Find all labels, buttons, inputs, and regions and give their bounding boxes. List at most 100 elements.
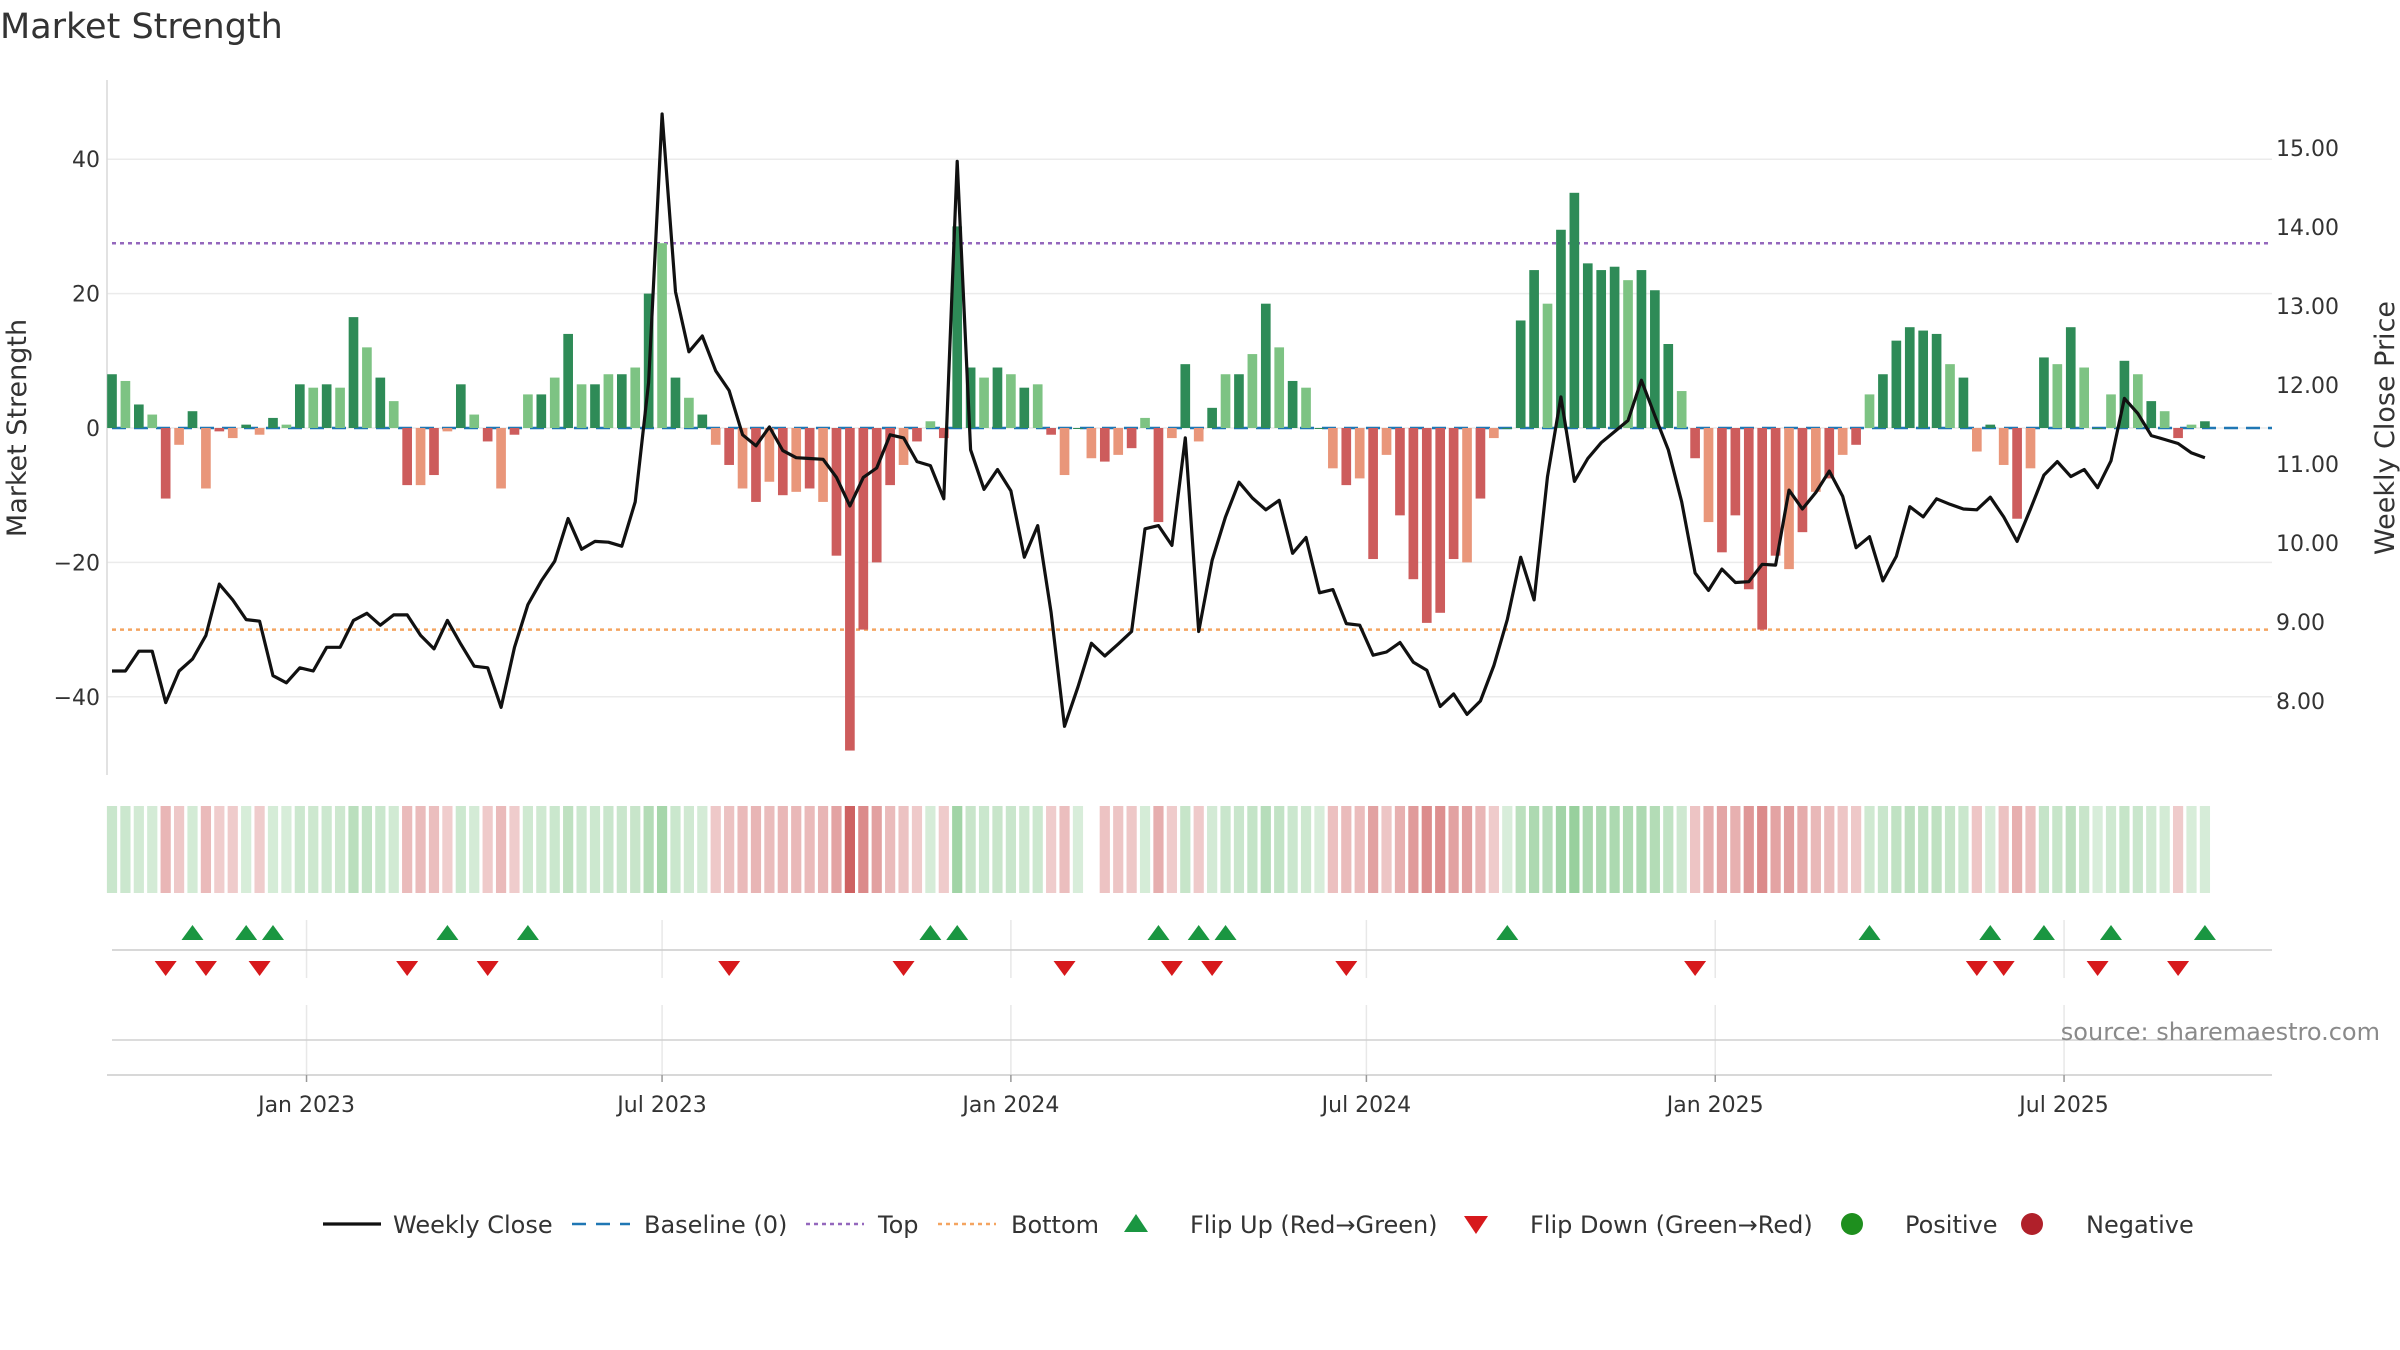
strength-bar [1945, 364, 1955, 428]
legend-label-flip-down: Flip Down (Green→Red) [1530, 1211, 1813, 1239]
y-tick-label: 40 [72, 148, 100, 173]
heat-cell [1636, 806, 1647, 893]
heat-cell [1663, 806, 1674, 893]
heat-cell [1139, 806, 1151, 893]
strength-bar [1502, 428, 1513, 429]
strength-bar [697, 414, 708, 428]
heat-cell [2025, 806, 2036, 893]
strength-bar [415, 428, 426, 486]
heat-cell [361, 806, 373, 893]
heat-cell [1153, 806, 1164, 893]
heat-cell [1448, 806, 1459, 893]
strength-bar [1918, 330, 1929, 428]
strength-bar [523, 394, 533, 428]
strength-bar [160, 428, 171, 499]
strength-bar [2133, 374, 2143, 428]
heat-cell [2065, 806, 2076, 893]
heat-cell [482, 806, 493, 893]
strength-bar [1328, 428, 1338, 469]
strength-bar [1006, 374, 1016, 428]
legend-flip-down-swatch [1464, 1216, 1488, 1234]
heat-cell [1327, 806, 1338, 893]
heat-cell [1341, 806, 1352, 893]
heat-cell [1488, 806, 1499, 893]
strength-bar [1381, 428, 1392, 455]
strength-bar [2186, 424, 2197, 428]
heat-cell [1019, 806, 1030, 893]
strength-bar [590, 384, 600, 428]
flip-down-marker [248, 961, 271, 976]
flip-up-marker [1214, 925, 1237, 940]
strength-bar [241, 424, 251, 428]
heat-cell [576, 806, 587, 893]
strength-bar [979, 377, 989, 428]
heat-cell [509, 806, 520, 893]
strength-bar [1073, 428, 1083, 429]
strength-bar [2159, 411, 2170, 428]
strength-bar [429, 428, 439, 476]
x-tick-label: Jan 2023 [256, 1093, 355, 1118]
flip-up-marker [235, 925, 258, 940]
strength-bar [684, 397, 694, 428]
y2-tick-label: 9.00 [2276, 611, 2325, 636]
heat-cell [1247, 806, 1258, 893]
strength-bar [174, 428, 184, 445]
strength-bar [1247, 354, 1258, 428]
strength-bar [1287, 380, 1298, 428]
strength-bar [388, 401, 399, 428]
strength-bar [455, 384, 466, 428]
strength-bar [1972, 428, 1982, 452]
heat-cell [777, 806, 788, 893]
heat-cell [1757, 806, 1768, 893]
strength-bar [1690, 428, 1700, 459]
strength-bar [1341, 428, 1352, 486]
heat-cell [1005, 806, 1016, 893]
strength-bar [442, 428, 453, 432]
strength-bar [1475, 428, 1486, 499]
strength-bar [912, 428, 922, 442]
flip-up-marker [436, 925, 459, 940]
heat-cell [992, 806, 1003, 893]
heat-cell [495, 806, 507, 893]
strength-bar [1086, 428, 1097, 459]
strength-bar [1837, 428, 1848, 455]
strength-bar [348, 317, 359, 428]
strength-bar [1609, 266, 1620, 428]
strength-bar [1153, 428, 1164, 523]
strength-bar [616, 374, 627, 428]
strength-bar [1113, 428, 1124, 455]
flip-up-marker [1979, 925, 2002, 940]
heat-cell [1730, 806, 1741, 893]
heat-cell [1502, 806, 1513, 893]
strength-bar [1032, 384, 1043, 428]
strength-bar [1193, 428, 1204, 442]
heat-cell [2092, 806, 2103, 893]
strength-bar [1019, 387, 1030, 428]
heat-cell [1918, 806, 1929, 893]
legend-label-bottom: Bottom [1011, 1211, 1099, 1239]
heat-cell [2105, 806, 2117, 893]
heat-cell [120, 806, 131, 893]
strength-bar [1730, 428, 1741, 516]
flip-down-marker [154, 961, 177, 976]
strength-bar [992, 367, 1003, 428]
heat-cell [952, 806, 963, 893]
heat-cell [1099, 806, 1110, 893]
strength-bar [2025, 428, 2036, 469]
strength-bar [1140, 417, 1150, 428]
strength-bar [227, 428, 238, 439]
heat-cell [187, 806, 198, 893]
strength-bar [308, 387, 319, 428]
heat-cell [294, 806, 305, 893]
strength-bar [1126, 428, 1137, 449]
strength-bar [496, 428, 506, 489]
flip-down-marker [1992, 961, 2015, 976]
heat-cell [1046, 806, 1057, 893]
strength-bar [1596, 270, 1607, 428]
strength-bar [1368, 428, 1378, 560]
strength-bar [2039, 357, 2049, 428]
y-tick-label: 0 [86, 417, 100, 442]
strength-bar [2065, 327, 2076, 428]
strength-bar [952, 226, 963, 428]
heat-cell [1220, 806, 1231, 893]
